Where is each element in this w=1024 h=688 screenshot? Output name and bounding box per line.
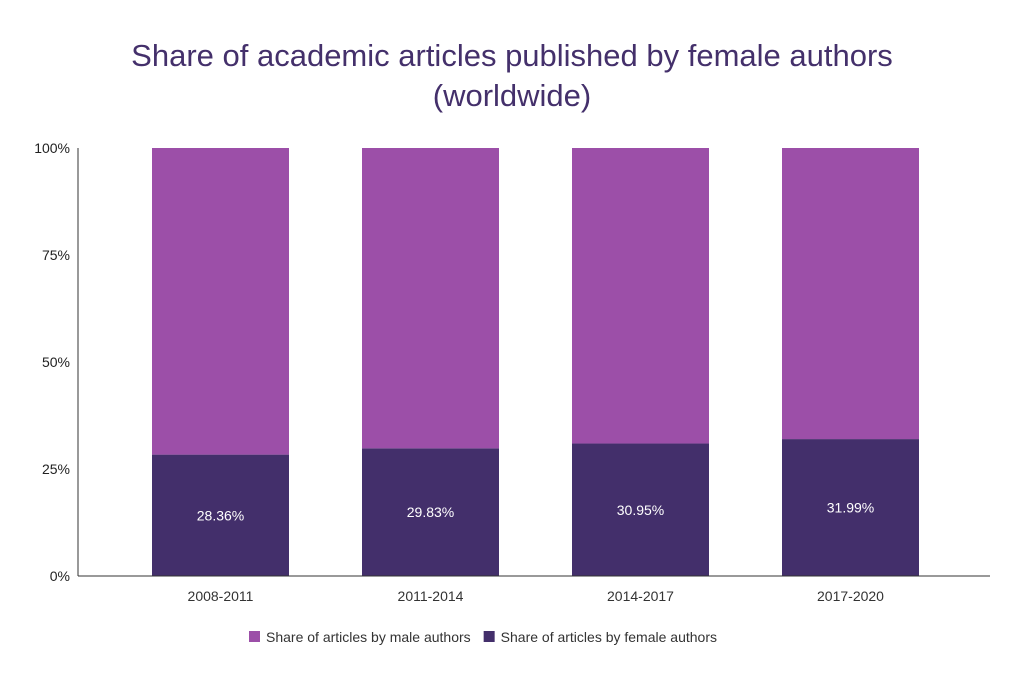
y-tick-label: 0% — [50, 568, 70, 584]
y-tick-label: 50% — [42, 354, 70, 370]
x-tick-label: 2008-2011 — [188, 588, 254, 604]
bar-segment-male — [152, 148, 289, 455]
data-label: 28.36% — [197, 507, 244, 523]
legend-swatch — [483, 631, 495, 642]
bar-segment-male — [362, 148, 499, 449]
x-tick-label: 2017-2020 — [817, 588, 884, 604]
legend-label: Share of articles by female authors — [501, 629, 717, 645]
bar-segment-male — [782, 148, 919, 440]
data-label: 30.95% — [617, 502, 664, 518]
y-tick-label: 100% — [34, 140, 70, 156]
data-label: 29.83% — [407, 504, 454, 520]
y-tick-label: 25% — [42, 461, 70, 477]
bar-segment-female — [782, 439, 919, 576]
x-tick-label: 2011-2014 — [398, 588, 464, 604]
bar-segment-female — [152, 454, 289, 576]
legend-label: Share of articles by male authors — [266, 629, 471, 645]
chart-title-line-2: (worldwide) — [433, 78, 591, 113]
y-tick-label: 75% — [42, 247, 70, 263]
x-tick-label: 2014-2017 — [607, 588, 674, 604]
data-label: 31.99% — [827, 500, 874, 516]
bar-segment-female — [572, 443, 709, 576]
chart-title-line-1: Share of academic articles published by … — [131, 38, 893, 73]
legend-swatch — [249, 631, 260, 642]
bar-segment-male — [572, 148, 709, 444]
bar-segment-female — [362, 448, 499, 576]
